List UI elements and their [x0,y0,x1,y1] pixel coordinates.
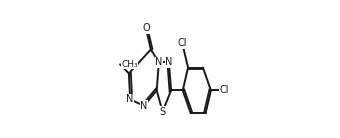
Text: Cl: Cl [177,38,187,48]
Text: N: N [140,101,148,111]
Text: CH₃: CH₃ [121,60,138,69]
Text: N: N [165,57,173,67]
Text: N: N [155,57,163,67]
Text: N: N [126,94,134,104]
Text: Cl: Cl [220,85,230,95]
Text: S: S [159,107,166,117]
Text: O: O [142,23,150,33]
